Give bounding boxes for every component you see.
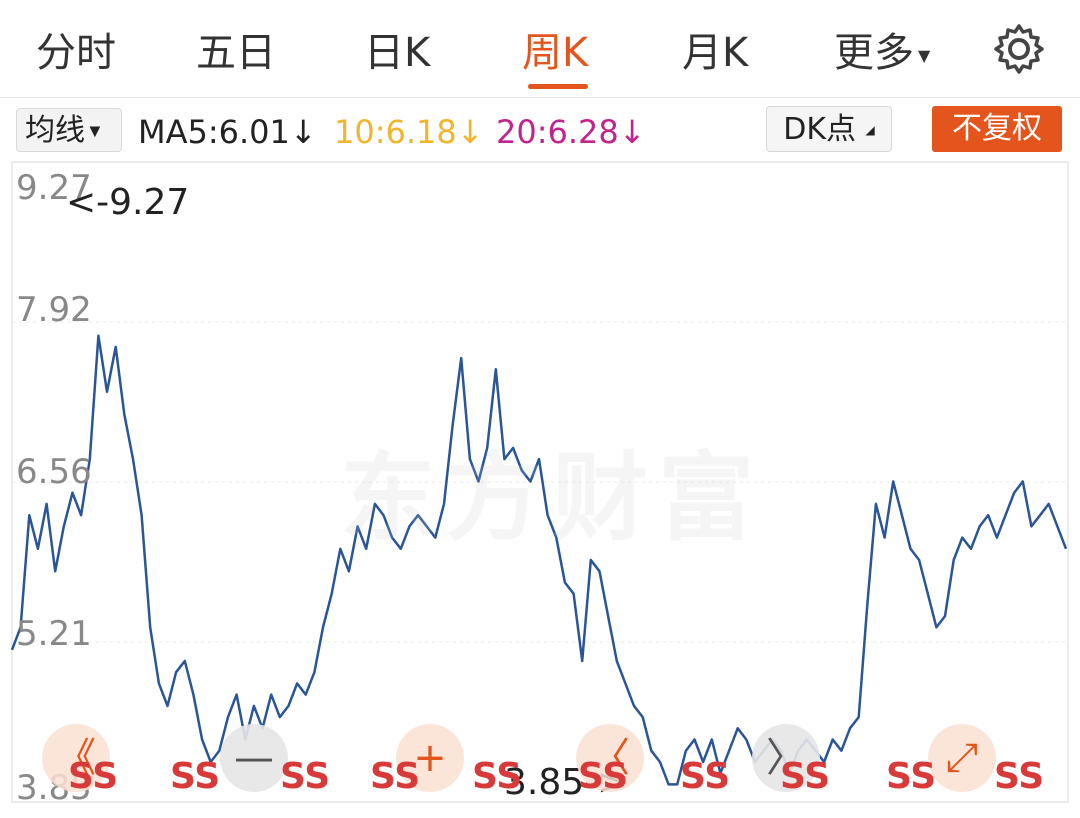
price-line-series xyxy=(10,334,1068,786)
ma5-value: MA5:6.01↓ xyxy=(138,113,317,151)
fullscreen-button[interactable]: ⤢ xyxy=(928,724,996,792)
dk-point-button[interactable]: DK点 ◢ xyxy=(766,106,892,152)
indicator-select-label: 均线 xyxy=(25,113,85,148)
chart-tab-bar: 分时 五日 日K 周K 月K 更多 ▼ xyxy=(0,0,1080,96)
gear-icon[interactable] xyxy=(992,22,1046,76)
tab-more[interactable]: 更多 ▼ xyxy=(834,20,930,78)
caret-down-icon: ▼ xyxy=(918,45,931,65)
ss-signal-mark: SS xyxy=(68,756,119,797)
tab-daily-k[interactable]: 日K xyxy=(364,30,431,76)
ss-signal-mark: SS xyxy=(280,756,331,797)
active-tab-indicator xyxy=(528,84,588,89)
kline-chart[interactable] xyxy=(0,160,1080,818)
dk-point-label: DK点 xyxy=(783,112,856,147)
divider xyxy=(0,97,1080,98)
tab-weekly-k[interactable]: 周K xyxy=(522,30,589,76)
y-axis-label: 9.27 xyxy=(16,168,92,208)
rewind-button[interactable]: 《 xyxy=(42,724,110,792)
ss-signal-mark: SS xyxy=(170,756,221,797)
y-axis-label: 6.56 xyxy=(16,452,92,492)
tab-intraday[interactable]: 分时 xyxy=(36,30,116,76)
tab-monthly-k[interactable]: 月K xyxy=(682,30,749,76)
y-axis-label: 5.21 xyxy=(16,614,92,654)
no-adjust-button[interactable]: 不复权 xyxy=(932,106,1062,152)
y-axis-label: 7.92 xyxy=(16,290,92,330)
ma-bar: 均线 ▼ MA5:6.01↓ 10:6.18↓ 20:6.28↓ DK点 ◢ 不… xyxy=(0,104,1080,158)
ss-signal-mark: SS xyxy=(578,756,629,797)
ma20-value: 20:6.28↓ xyxy=(496,113,646,151)
ss-signal-mark: SS xyxy=(994,756,1045,797)
watermark: 东方财富 xyxy=(340,442,764,554)
ss-signal-mark: SS xyxy=(370,756,421,797)
ss-signal-mark: SS xyxy=(780,756,831,797)
tab-five-day[interactable]: 五日 xyxy=(196,30,276,76)
prev-button[interactable]: 〈 xyxy=(576,724,644,792)
indicator-select[interactable]: 均线 ▼ xyxy=(16,108,122,152)
ss-signal-mark: SS xyxy=(886,756,937,797)
corner-triangle-icon: ◢ xyxy=(865,123,875,137)
caret-down-icon: ▼ xyxy=(85,123,101,140)
zoom-out-button[interactable]: — xyxy=(220,724,288,792)
zoom-in-button[interactable]: + xyxy=(396,724,464,792)
ss-signal-mark: SS xyxy=(680,756,731,797)
ss-signal-mark: SS xyxy=(472,756,523,797)
next-button[interactable]: 〉 xyxy=(752,724,820,792)
max-price-marker: <-9.27 xyxy=(66,182,190,223)
ma10-value: 10:6.18↓ xyxy=(334,113,484,151)
tab-more-label: 更多 xyxy=(834,30,914,76)
